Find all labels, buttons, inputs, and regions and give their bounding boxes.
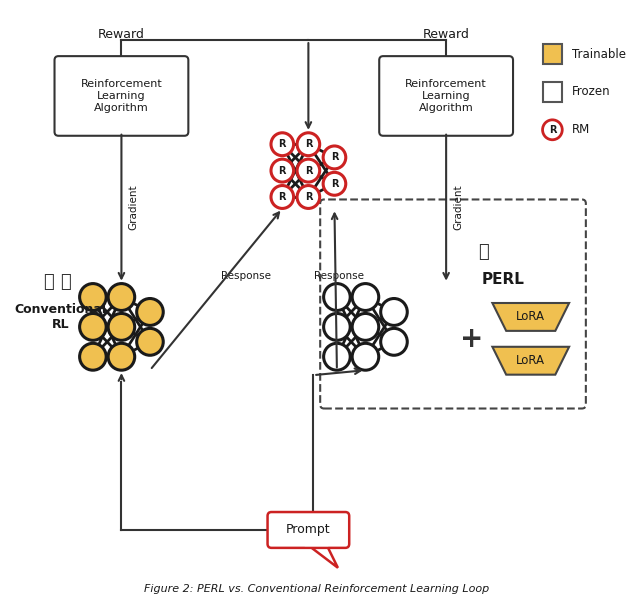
Text: Response: Response xyxy=(221,272,271,281)
Circle shape xyxy=(137,329,163,355)
Circle shape xyxy=(323,172,346,195)
Circle shape xyxy=(323,146,346,169)
Circle shape xyxy=(381,298,407,325)
Text: Gradient: Gradient xyxy=(453,185,463,231)
Polygon shape xyxy=(492,347,569,374)
Text: RM: RM xyxy=(572,123,590,136)
Text: Ⓢ Ⓢ: Ⓢ Ⓢ xyxy=(44,273,71,291)
Text: Ⓢ: Ⓢ xyxy=(478,243,489,261)
Text: Prompt: Prompt xyxy=(286,523,331,537)
Text: R: R xyxy=(305,139,312,149)
Circle shape xyxy=(79,284,106,310)
Circle shape xyxy=(271,159,294,182)
Text: LoRA: LoRA xyxy=(516,355,545,367)
Text: Figure 2: PERL vs. Conventional Reinforcement Learning Loop: Figure 2: PERL vs. Conventional Reinforc… xyxy=(143,584,489,594)
FancyBboxPatch shape xyxy=(268,512,349,548)
Circle shape xyxy=(352,313,379,341)
Circle shape xyxy=(381,329,407,355)
Bar xyxy=(543,82,562,102)
Text: R: R xyxy=(331,179,338,189)
Text: Reinforcement
Learning
Algorithm: Reinforcement Learning Algorithm xyxy=(81,79,163,113)
Text: R: R xyxy=(278,139,286,149)
Text: Gradient: Gradient xyxy=(128,185,138,231)
Polygon shape xyxy=(307,544,338,567)
Circle shape xyxy=(79,343,106,370)
Text: Conventional
RL: Conventional RL xyxy=(15,303,106,331)
Circle shape xyxy=(543,120,562,140)
Circle shape xyxy=(324,313,350,341)
Text: Reward: Reward xyxy=(422,28,470,41)
Circle shape xyxy=(297,186,320,209)
Text: LoRA: LoRA xyxy=(516,310,545,324)
Circle shape xyxy=(297,159,320,182)
Circle shape xyxy=(352,284,379,310)
Circle shape xyxy=(271,132,294,155)
Circle shape xyxy=(108,343,134,370)
Text: Trainable: Trainable xyxy=(572,48,626,61)
Circle shape xyxy=(137,298,163,325)
Text: Reinforcement
Learning
Algorithm: Reinforcement Learning Algorithm xyxy=(405,79,487,113)
Text: Reward: Reward xyxy=(98,28,145,41)
Text: Response: Response xyxy=(314,272,364,281)
Text: PERL: PERL xyxy=(482,272,525,287)
Circle shape xyxy=(108,284,134,310)
Circle shape xyxy=(324,343,350,370)
Polygon shape xyxy=(492,303,569,331)
Text: R: R xyxy=(278,166,286,175)
Circle shape xyxy=(324,284,350,310)
Text: Frozen: Frozen xyxy=(572,85,611,99)
Circle shape xyxy=(79,313,106,341)
Text: R: R xyxy=(548,125,556,135)
Circle shape xyxy=(352,343,379,370)
FancyBboxPatch shape xyxy=(380,56,513,136)
Text: R: R xyxy=(305,192,312,202)
Text: R: R xyxy=(278,192,286,202)
Circle shape xyxy=(108,313,134,341)
Text: R: R xyxy=(331,152,338,162)
Circle shape xyxy=(271,186,294,209)
Text: +: + xyxy=(460,325,483,353)
Text: R: R xyxy=(305,166,312,175)
Bar xyxy=(543,44,562,64)
FancyBboxPatch shape xyxy=(54,56,188,136)
Circle shape xyxy=(297,132,320,155)
